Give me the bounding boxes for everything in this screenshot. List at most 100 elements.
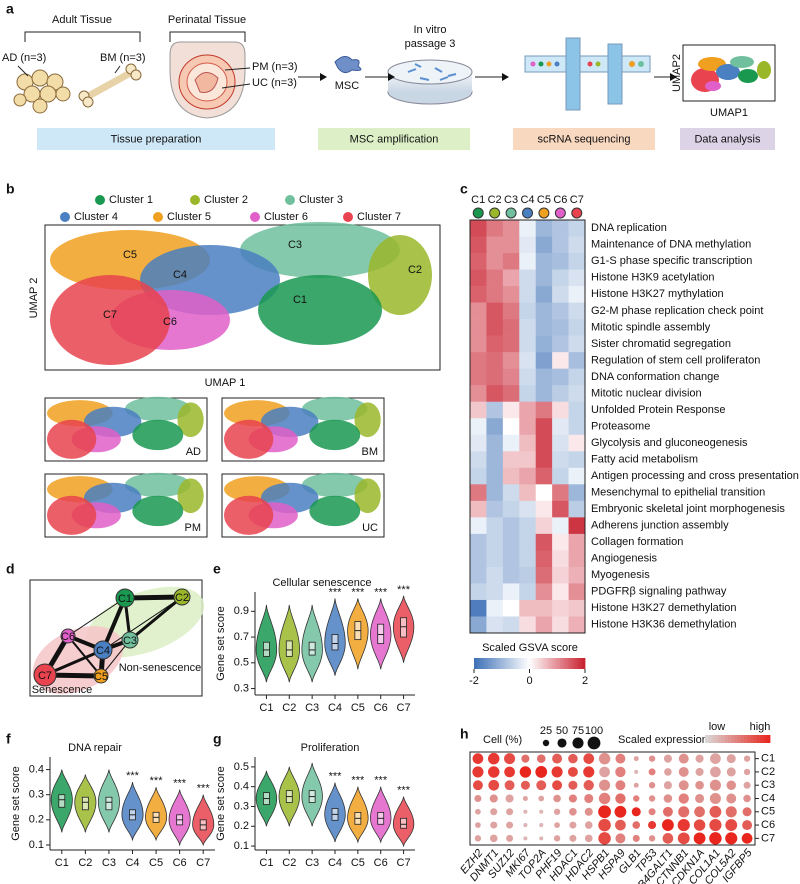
heatmap-cell [486, 533, 504, 551]
heatmap-cell [502, 302, 520, 320]
colorbar-step [504, 658, 508, 669]
column-label: C3 [504, 194, 518, 206]
heatmap-cell [568, 599, 586, 617]
color-legend-step [766, 735, 771, 743]
expression-dot [710, 766, 721, 778]
x-tick-label: C5 [351, 857, 365, 869]
expression-dot [598, 752, 611, 765]
color-legend-step [747, 735, 751, 743]
legend-label: Cluster 6 [264, 211, 308, 223]
heatmap-cell [568, 302, 586, 320]
heatmap-cell [519, 220, 537, 237]
group-title: Perinatal Tissue [168, 14, 246, 26]
heatmap-cell [502, 269, 520, 287]
expression-dot [569, 834, 577, 842]
colorbar-title: Scaled GSVA score [482, 642, 578, 654]
expression-dot [615, 819, 626, 831]
expression-dot [678, 806, 690, 818]
step-box [680, 128, 775, 150]
bracket [169, 31, 246, 42]
y-tick-label: 0.3 [29, 789, 44, 801]
cluster-cloud [354, 402, 381, 438]
colorbar-step [532, 658, 536, 669]
heatmap-cell [535, 550, 553, 568]
y-tick-label: 0.4 [29, 763, 44, 775]
heatmap-cell [470, 434, 487, 452]
row-label: DNA conformation change [591, 371, 719, 383]
size-legend-title: Cell (%) [483, 734, 522, 746]
heatmap-cell [535, 269, 553, 287]
colorbar-step [496, 658, 500, 669]
color-legend-step [721, 735, 725, 743]
heatmap-cell [470, 418, 487, 436]
legend-swatch [285, 195, 295, 205]
y-tick-label: 0.3 [234, 800, 249, 812]
expression-dot [554, 822, 560, 828]
node-label: C4 [96, 645, 110, 657]
expression-dot [677, 818, 690, 832]
dish-icon [387, 59, 473, 105]
heatmap-cell [486, 368, 504, 386]
heatmap-cell [552, 599, 569, 617]
row-label: C6 [761, 819, 775, 831]
step-label: scRNA sequencing [538, 133, 631, 145]
row-label: C2 [761, 766, 775, 778]
heatmap-cell [535, 319, 553, 336]
heatmap-cell [470, 583, 487, 601]
heatmap-cell [568, 352, 586, 369]
color-legend-step [718, 735, 722, 743]
cluster-cloud [301, 396, 368, 422]
column-label: C2 [488, 194, 502, 206]
row-label: Histone H3K36 demethylation [591, 619, 737, 631]
cluster-cloud [124, 396, 191, 422]
pointer [114, 65, 121, 74]
expression-dot [519, 766, 532, 778]
row-label: Unfolded Protein Response [591, 404, 726, 416]
heatmap-cell [519, 368, 537, 386]
x-tick-label: C5 [149, 857, 163, 869]
heatmap-cell [470, 500, 487, 518]
expression-dot [743, 768, 751, 776]
expression-dot [552, 753, 563, 764]
violin-box [285, 640, 293, 657]
expression-dot [488, 766, 500, 778]
y-tick-label: 0.3 [234, 682, 249, 694]
sample-label: BM (n=3) [100, 52, 146, 64]
expression-dot [522, 796, 528, 801]
heatmap-cell [470, 566, 487, 584]
violin-box [400, 617, 407, 638]
legend-label: Cluster 2 [204, 194, 248, 206]
heatmap-cell [519, 286, 537, 303]
color-legend-label: high [750, 721, 771, 733]
x-tick-label: C1 [259, 702, 273, 714]
expression-dot [695, 754, 704, 763]
heatmap-cell [486, 467, 504, 485]
colorbar-step [510, 658, 514, 669]
cluster-label: C3 [288, 239, 302, 251]
column-label: C7 [570, 194, 584, 206]
expression-dot [568, 794, 577, 803]
expression-dot [648, 768, 656, 776]
colorbar-step [501, 658, 505, 669]
expression-dot [709, 792, 721, 805]
network-node [33, 663, 57, 687]
node-label: C1 [118, 593, 132, 605]
axis-label: UMAP2 [671, 54, 683, 92]
heatmap-cell [519, 583, 537, 601]
color-legend-step [734, 735, 738, 743]
expression-dot [615, 833, 626, 844]
legend-label: Cluster 7 [357, 211, 401, 223]
row-label: G1-S phase specific transcription [591, 255, 752, 267]
expression-dot [725, 819, 738, 831]
colorbar-step [498, 658, 503, 669]
expression-dot [569, 807, 577, 816]
heatmap-cell [470, 352, 487, 369]
heatmap-cell [552, 269, 569, 287]
heatmap-cell [535, 566, 553, 584]
heatmap-cell [535, 401, 553, 419]
significance: *** [397, 784, 411, 796]
heatmap-cell [535, 352, 553, 369]
colorbar-step [476, 658, 480, 669]
heatmap-cell [502, 220, 520, 237]
heatmap-cell [470, 517, 487, 535]
